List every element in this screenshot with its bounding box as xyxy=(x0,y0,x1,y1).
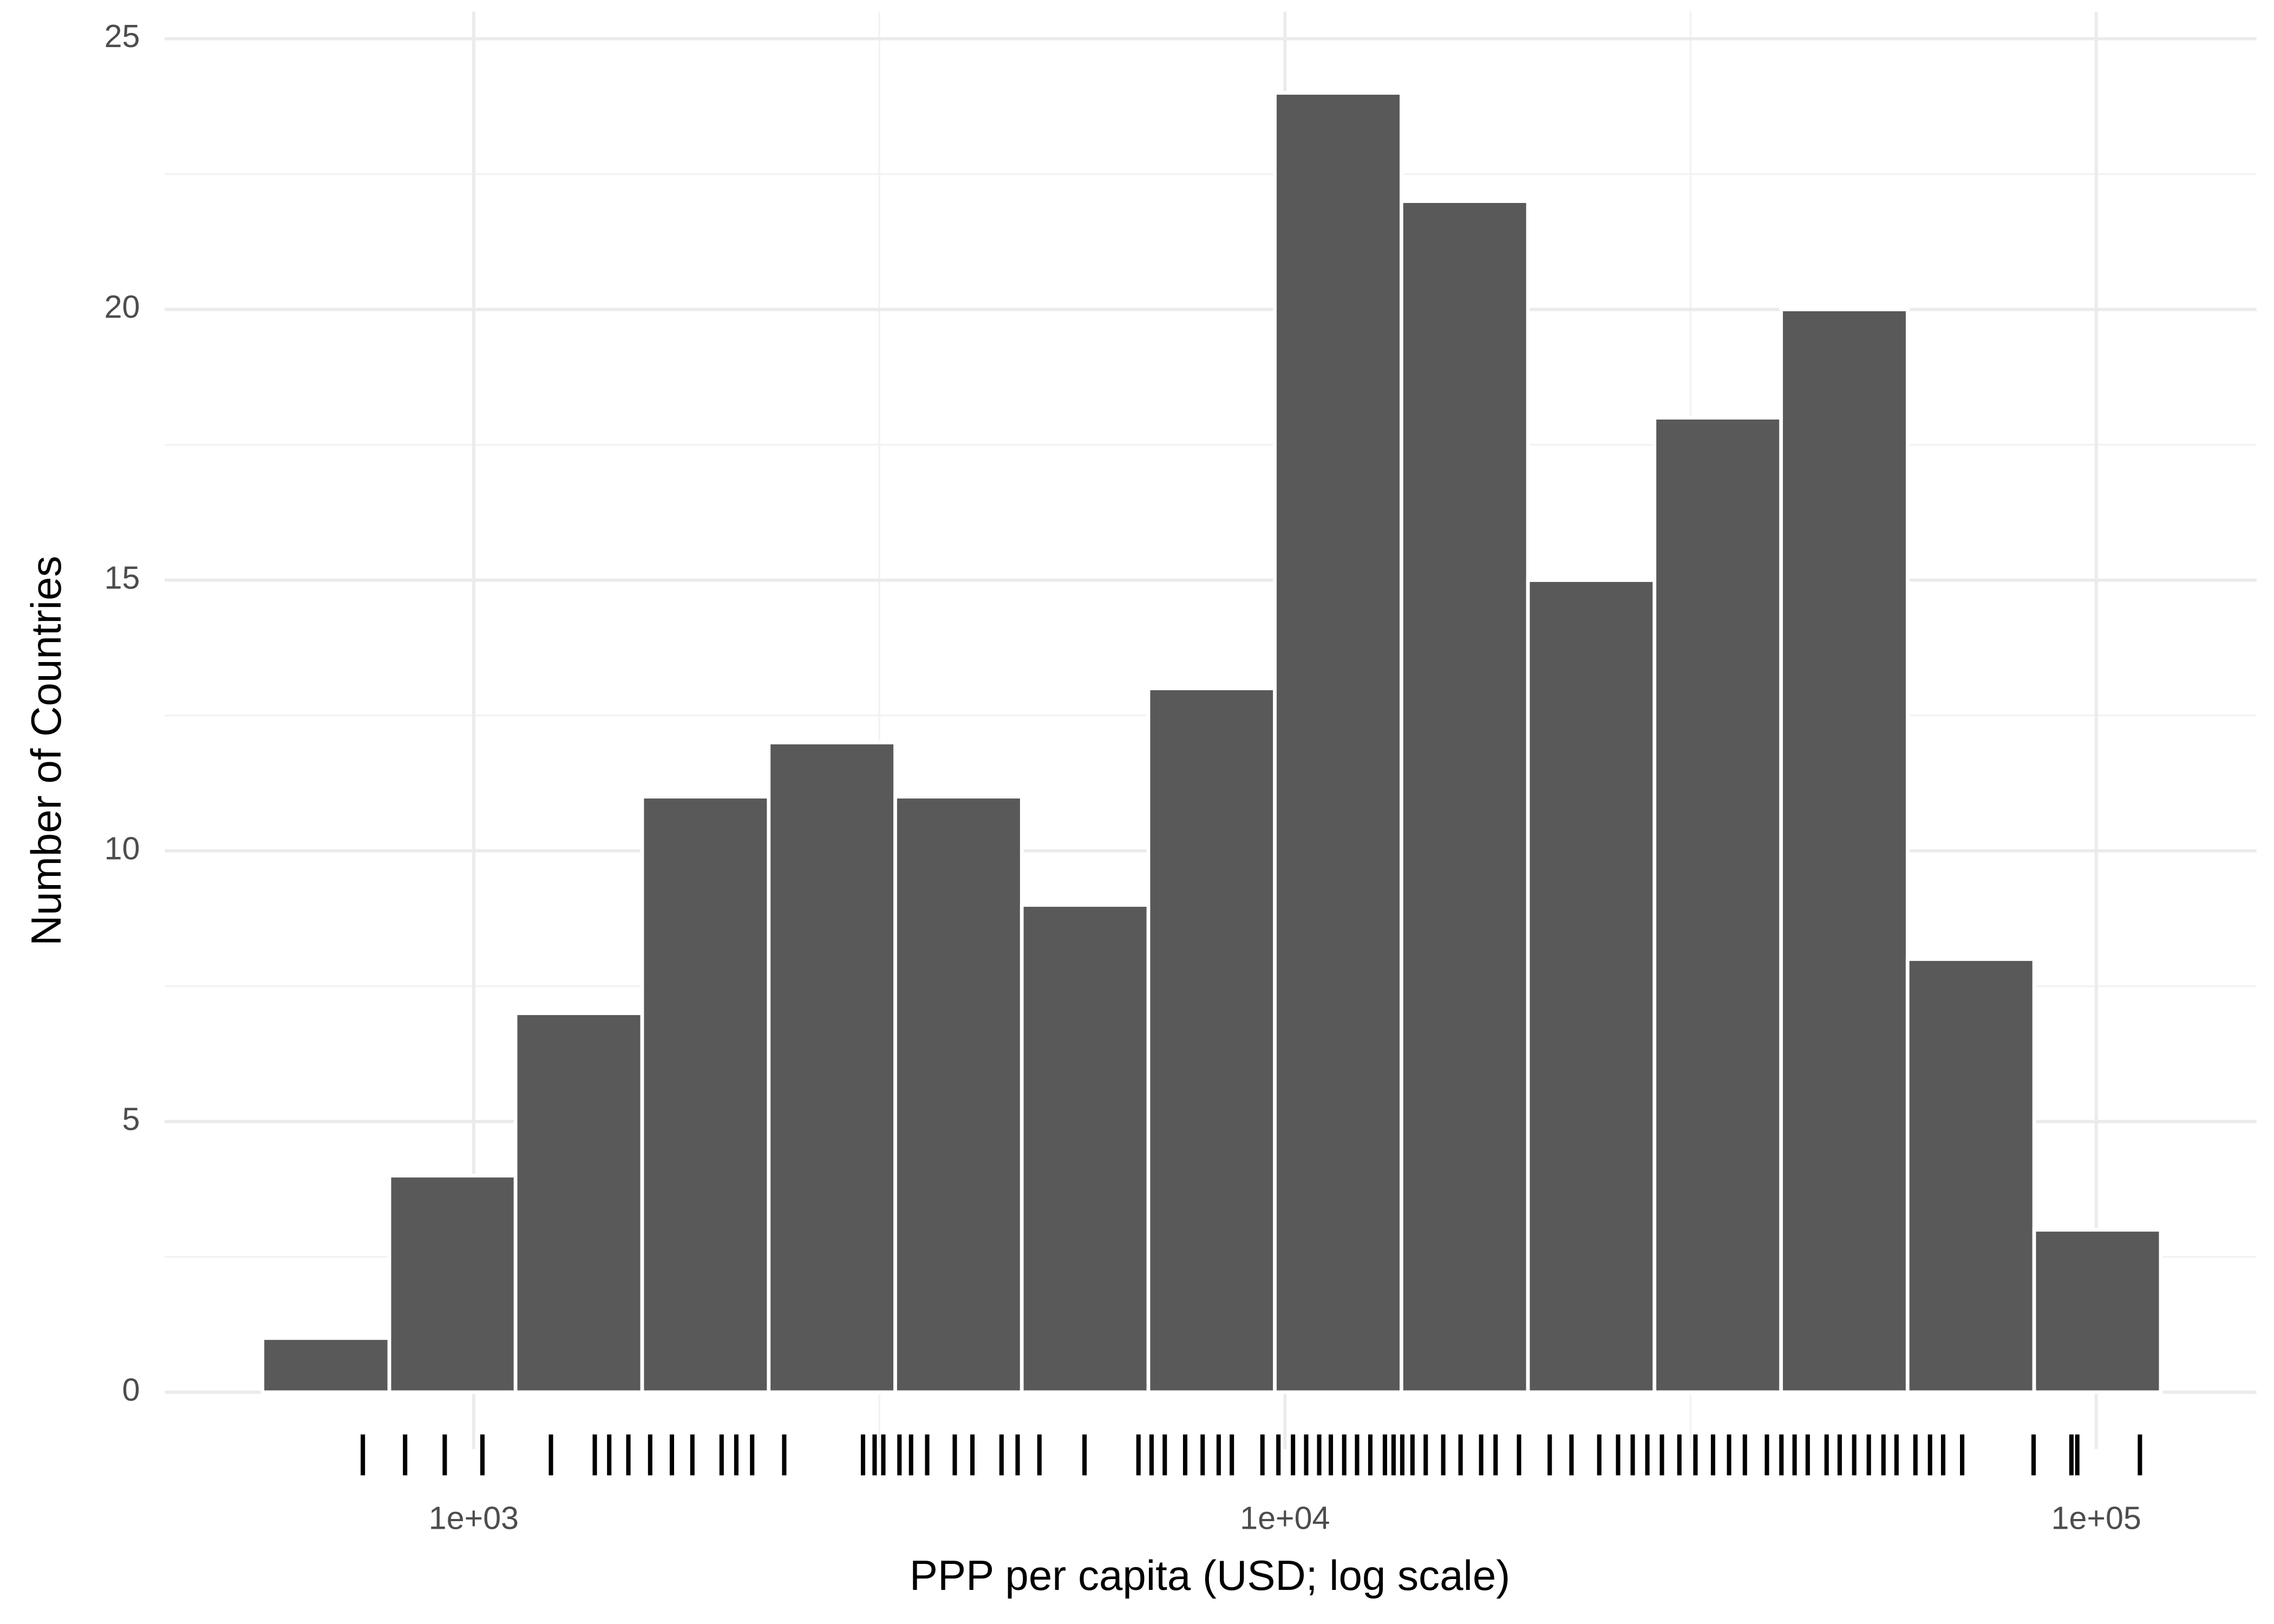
bar xyxy=(1526,578,1657,1394)
bar xyxy=(387,1174,518,1394)
bar xyxy=(640,795,771,1394)
bar xyxy=(1146,686,1277,1394)
bar xyxy=(260,1336,391,1394)
bar xyxy=(1273,91,1403,1394)
y-tick-label: 15 xyxy=(104,559,140,595)
y-tick-label: 5 xyxy=(122,1101,140,1137)
bar xyxy=(893,795,1024,1394)
bar xyxy=(1779,307,1910,1394)
bar xyxy=(1652,416,1783,1394)
bar xyxy=(513,1011,644,1394)
x-axis-title: PPP per capita (USD; log scale) xyxy=(910,1551,1510,1599)
x-tick-label: 1e+05 xyxy=(2051,1499,2141,1536)
x-tick-label: 1e+04 xyxy=(1240,1499,1330,1536)
bar xyxy=(2032,1228,2163,1394)
bar xyxy=(1399,199,1530,1394)
x-tick-label: 1e+03 xyxy=(429,1499,519,1536)
y-tick-label: 25 xyxy=(104,18,140,54)
bar xyxy=(1905,957,2036,1394)
y-axis-title: Number of Countries xyxy=(22,556,70,946)
y-tick-label: 0 xyxy=(122,1371,140,1407)
y-tick-label: 10 xyxy=(104,830,140,866)
bar xyxy=(767,741,897,1394)
y-tick-label: 20 xyxy=(104,289,140,325)
bar xyxy=(1020,903,1151,1394)
